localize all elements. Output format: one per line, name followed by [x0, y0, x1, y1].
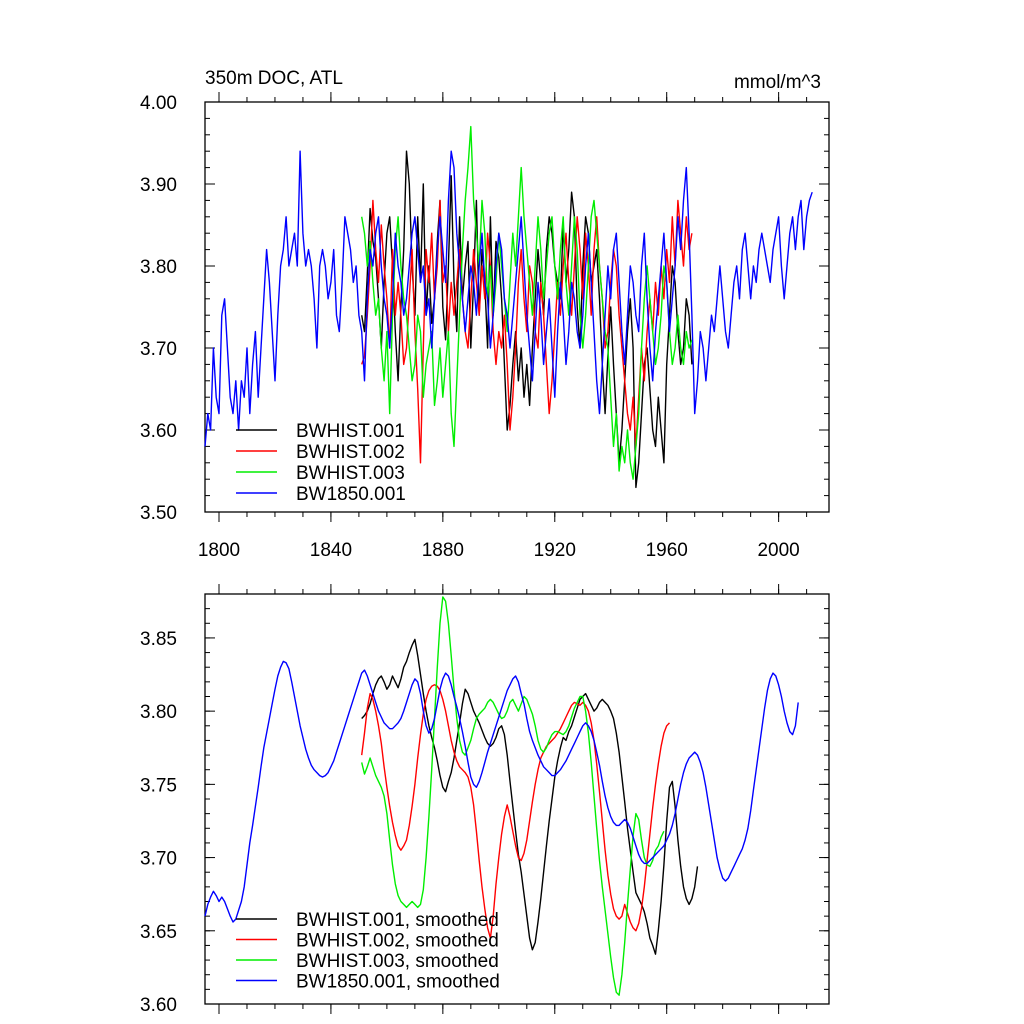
units-label: mmol/m^3	[734, 72, 821, 93]
y-tick-label: 3.70	[140, 849, 177, 870]
x-tick-label: 1960	[646, 540, 688, 561]
y-tick-label: 3.80	[140, 257, 177, 278]
y-tick-label: 3.80	[140, 702, 177, 723]
x-tick-label: 1840	[310, 540, 352, 561]
y-tick-label: 4.00	[140, 93, 177, 114]
plot-frame	[204, 101, 830, 513]
y-tick-label: 3.60	[140, 421, 177, 442]
series-line-bwhist-001	[361, 150, 693, 489]
series-line-bw1850-001-smoothed	[204, 660, 799, 923]
x-tick-label: 2000	[757, 540, 799, 561]
series-line-bwhist-003	[361, 125, 693, 480]
legend-label: BWHIST.001	[296, 421, 405, 442]
legend-label: BW1850.001	[296, 484, 406, 505]
bottom-panel: 3.60 3.65 3.70 3.75 3.80 3.85 BWHIST.001, smoo…	[140, 584, 830, 1016]
y-tick-label: 3.60	[140, 995, 177, 1016]
x-tick-label: 1920	[534, 540, 576, 561]
series-line-bw1850-001	[204, 150, 813, 447]
legend-label: BWHIST.002, smoothed	[296, 931, 499, 952]
legend-label: BWHIST.001, smoothed	[296, 910, 499, 931]
y-tick-label: 3.90	[140, 175, 177, 196]
legend-label: BWHIST.003	[296, 463, 405, 484]
top-panel: 3.50 3.60 3.70 3.80 3.90 4.00 1800 1840 1880 1920…	[140, 68, 830, 561]
x-tick-label: 1800	[198, 540, 240, 561]
y-tick-label: 3.85	[140, 629, 177, 650]
series-line-bwhist-002-smoothed	[361, 684, 671, 939]
chart-title: 350m DOC, ATL	[205, 68, 343, 89]
legend-label: BW1850.001, smoothed	[296, 972, 500, 993]
y-tick-label: 3.50	[140, 503, 177, 524]
y-tick-label: 3.70	[140, 339, 177, 360]
series-line-bwhist-003-smoothed	[361, 596, 665, 996]
legend-label: BWHIST.002	[296, 442, 405, 463]
y-tick-label: 3.75	[140, 775, 177, 796]
x-tick-label: 1880	[422, 540, 464, 561]
y-tick-label: 3.65	[140, 922, 177, 943]
legend-label: BWHIST.003, smoothed	[296, 951, 499, 972]
